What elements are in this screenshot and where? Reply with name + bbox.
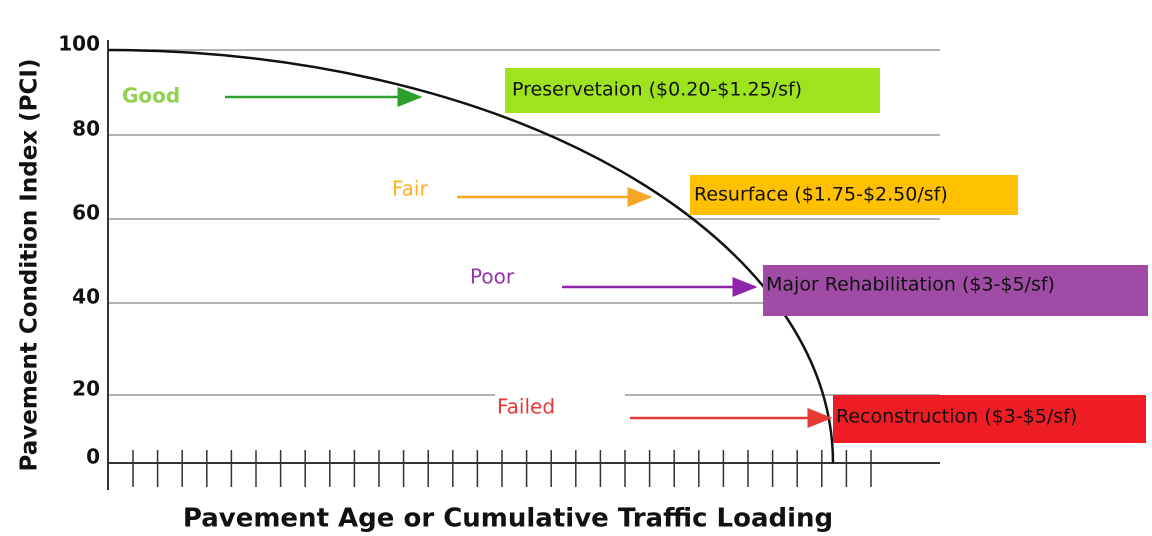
y-tick-label: 60 (72, 201, 100, 225)
treatment-label: Preservetaion ($0.20-$1.25/sf) (512, 79, 802, 101)
treatment-box (505, 68, 880, 113)
y-axis-label: Pavement Condition Index (PCI) (17, 59, 43, 472)
y-tick-label: 20 (72, 377, 100, 401)
condition-label: Poor (470, 265, 515, 289)
y-tick-labels: 100 80 60 40 20 0 (58, 32, 100, 469)
condition-label: Fair (392, 177, 428, 201)
deterioration-curve (107, 48, 835, 464)
y-tick-label: 80 (72, 117, 100, 141)
treatment-label: Major Rehabilitation ($3-$5/sf) (766, 274, 1055, 296)
treatment-box (763, 265, 1148, 316)
x-axis-label: Pavement Age or Cumulative Traffic Loadi… (183, 504, 833, 534)
condition-label: Failed (497, 395, 555, 419)
y-tick-label: 100 (58, 32, 100, 56)
treatment-box (833, 395, 1146, 443)
condition-label: Good (122, 84, 180, 108)
y-tick-label: 40 (72, 285, 100, 309)
x-ticks (132, 450, 872, 487)
treatment-box (690, 175, 1018, 215)
y-tick-label: 0 (86, 445, 100, 469)
treatment-label: Reconstruction ($3-$5/sf) (836, 406, 1077, 428)
treatment-label: Resurface ($1.75-$2.50/sf) (694, 184, 948, 206)
